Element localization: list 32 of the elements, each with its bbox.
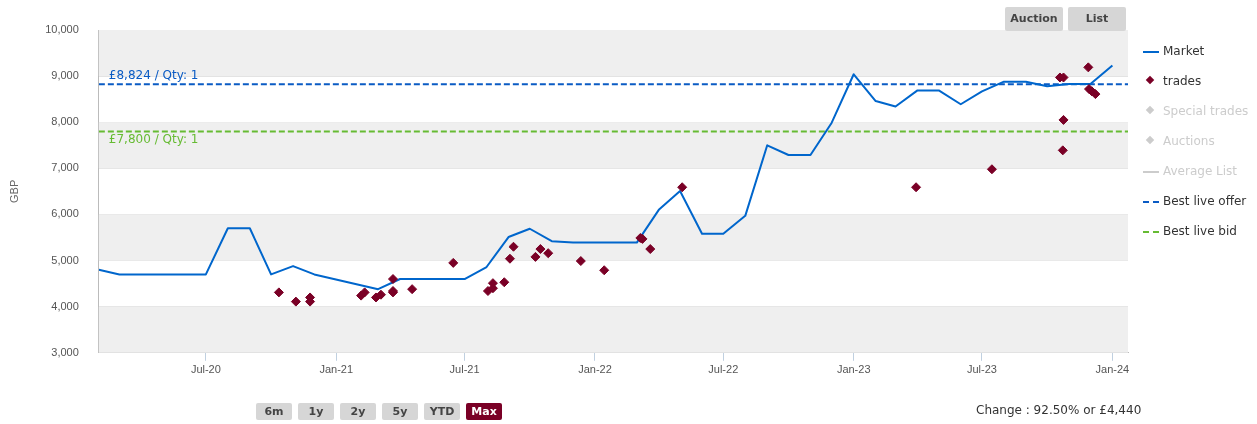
text: Auction	[1005, 7, 1063, 31]
x-tick-label: Jul-22	[708, 363, 739, 376]
text: Change : 92.50% or £4,440	[976, 403, 1142, 417]
x-tick-label: Jan-23	[836, 363, 871, 376]
legend-label: trades	[1163, 74, 1202, 88]
y-tick-label: 5,000	[51, 253, 79, 266]
annotation: £8,824 / Qty: 1	[108, 68, 199, 83]
x-tick-label: Jul-20	[190, 363, 221, 376]
y-tick-label: 10,000	[45, 23, 79, 36]
x-tick-label: Jul-21	[449, 363, 480, 376]
y-tick-label: 8,000	[51, 115, 79, 128]
annotation: £7,800 / Qty: 1	[108, 131, 199, 146]
x-tick-label: Jan-21	[319, 363, 354, 376]
y-tick-label: 4,000	[51, 299, 79, 312]
text: 2y	[340, 403, 376, 420]
text: Max	[466, 403, 502, 420]
x-tick-label: Jan-22	[578, 363, 612, 376]
x-tick-label: Jul-23	[967, 363, 997, 376]
legend-label: Best live offer	[1163, 194, 1247, 208]
legend-label: Best live bid	[1163, 224, 1237, 238]
y-tick-label: 7,000	[51, 161, 79, 174]
y-axis-title: GBP	[7, 179, 20, 204]
text: List	[1068, 7, 1126, 31]
text: 5y	[382, 403, 418, 420]
text: 6m	[256, 403, 292, 420]
y-tick-label: 3,000	[51, 345, 79, 358]
y-tick-label: 6,000	[51, 207, 79, 220]
legend-label: Market	[1163, 44, 1205, 58]
y-tick-label: 9,000	[51, 69, 79, 82]
text: YTD	[424, 403, 460, 420]
x-tick-label: Jan-24	[1095, 363, 1130, 376]
text: 1y	[298, 403, 334, 420]
